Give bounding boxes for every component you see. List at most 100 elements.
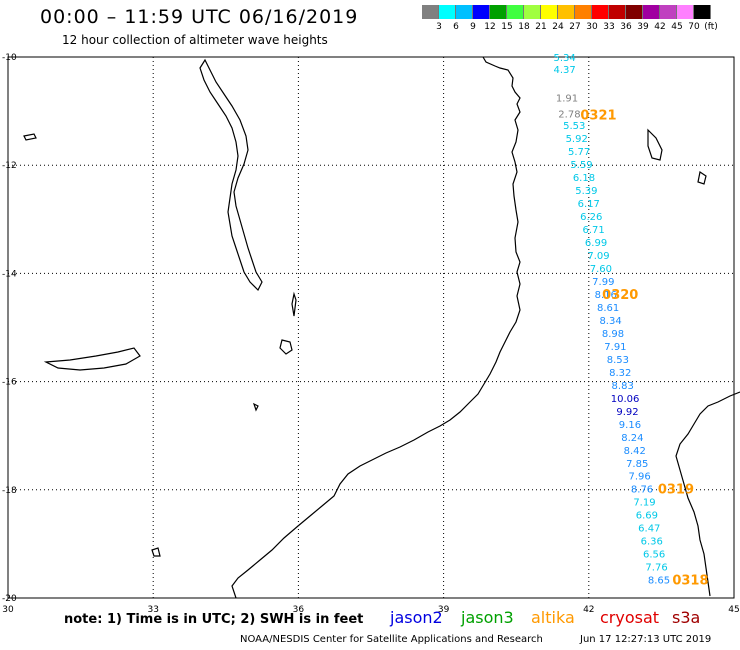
swh-value-label: 4.37: [553, 65, 575, 76]
swh-value-label: 8.16: [595, 290, 617, 301]
swh-value-label: 8.32: [609, 368, 631, 379]
swh-value-label: 7.96: [628, 472, 650, 483]
swh-value-label: 7.99: [592, 277, 614, 288]
pass-id-label: 0320: [602, 288, 638, 303]
swh-value-label: 6.71: [583, 225, 605, 236]
color-swatch: [473, 5, 490, 19]
lake-cahora-bassa: [43, 347, 141, 371]
color-scale-label: 30: [586, 22, 598, 32]
color-scale-bar: [422, 5, 711, 19]
lat-tick-label: -20: [2, 594, 17, 604]
lon-tick-label: 36: [293, 605, 305, 615]
swh-value-label: 7.19: [633, 498, 655, 509]
swh-value-label: 8.65: [648, 576, 670, 587]
swh-value-label: 7.09: [587, 251, 609, 262]
lon-tick-label: 39: [438, 605, 450, 615]
swh-value-label: 6.36: [641, 537, 663, 548]
swh-value-label: 8.42: [624, 446, 646, 457]
color-scale-label: 18: [518, 22, 530, 32]
color-swatch: [660, 5, 677, 19]
color-scale-label: 12: [484, 22, 496, 32]
swh-value-label: 7.76: [645, 563, 667, 574]
swh-value-label: 9.92: [616, 407, 638, 418]
swh-value-label: 5.39: [575, 186, 597, 197]
lat-lon-grid: [7, 56, 735, 599]
pass-id-labels: 0321 0320 0319 0318: [580, 108, 708, 588]
small-island-d: [291, 291, 297, 317]
swh-value-label: 8.34: [599, 316, 621, 327]
color-scale-label: 24: [552, 22, 564, 32]
swh-value-label: 6.17: [578, 199, 600, 210]
comoros-island: [647, 128, 663, 161]
color-swatch: [575, 5, 592, 19]
small-island-b: [151, 547, 161, 557]
swh-point-labels: 5.344.37 1.91 2.785.53 5.92 5.77 5.59 6.18 5.39…: [553, 53, 670, 587]
color-swatch: [677, 5, 694, 19]
color-scale-label: 27: [569, 22, 581, 32]
color-swatch: [507, 5, 524, 19]
map-frame: [7, 56, 735, 599]
swh-value-label: 8.53: [607, 355, 629, 366]
color-scale-label: 45: [671, 22, 683, 32]
swh-value-label: 6.69: [636, 511, 658, 522]
credit-org: NOAA/NESDIS Center for Satellite Applica…: [240, 634, 543, 645]
swh-value-label: 8.61: [597, 303, 619, 314]
color-swatch: [439, 5, 456, 19]
swh-value-label: 8.98: [602, 329, 624, 340]
color-swatch: [456, 5, 473, 19]
page-title: 00:00 – 11:59 UTC 06/16/2019: [40, 6, 359, 28]
swh-value-label: 8.83: [612, 381, 634, 392]
pass-id-label: 0319: [658, 483, 694, 498]
color-scale-label: 36: [620, 22, 632, 32]
color-swatch: [541, 5, 558, 19]
legend-cryosat: cryosat: [600, 608, 660, 627]
small-island-c: [252, 402, 259, 412]
color-scale-label: 9: [470, 22, 476, 32]
swh-value-label: 9.16: [619, 420, 641, 431]
color-scale-label: (ft): [704, 22, 718, 32]
swh-value-label: 1.91: [556, 94, 578, 105]
lake-malawi-outline: [199, 58, 263, 292]
color-scale-label: 3: [436, 22, 442, 32]
swh-value-label: 7.60: [590, 264, 612, 275]
color-scale-label: 42: [654, 22, 666, 32]
color-scale-label: 39: [637, 22, 649, 32]
swh-value-label: 7.91: [604, 342, 626, 353]
swh-value-label: 7.85: [626, 459, 648, 470]
coastline: [23, 56, 740, 599]
legend-altika: altika: [531, 608, 575, 627]
madagascar-coastline: [675, 391, 740, 597]
swh-value-label: 5.92: [566, 134, 588, 145]
east-africa-coastline: [231, 56, 521, 599]
swh-value-label: 5.59: [570, 160, 592, 171]
lake-chilwa: [279, 339, 293, 355]
color-scale-label: 15: [501, 22, 513, 32]
lon-tick-label: 45: [728, 605, 739, 615]
color-scale-label: 6: [453, 22, 459, 32]
color-swatch: [694, 5, 711, 19]
swh-value-label: 2.78: [558, 109, 580, 120]
lon-tick-label: 42: [583, 605, 594, 615]
swh-value-label: 8.24: [621, 433, 643, 444]
color-scale-label: 21: [535, 22, 547, 32]
color-swatch: [422, 5, 439, 19]
lat-tick-label: -10: [2, 53, 17, 63]
swh-value-label: 5.53: [563, 121, 585, 132]
legend-s3a: s3a: [672, 608, 701, 627]
color-swatch: [626, 5, 643, 19]
swh-value-label: 6.47: [638, 524, 660, 535]
footer-note: note: 1) Time is in UTC; 2) SWH is in fe…: [64, 612, 364, 627]
color-swatch: [490, 5, 507, 19]
color-swatch: [558, 5, 575, 19]
pass-id-label: 0321: [580, 108, 616, 123]
pass-id-label: 0318: [672, 574, 708, 589]
legend-jason2: jason2: [390, 608, 443, 627]
color-scale-label: 33: [603, 22, 615, 32]
lat-tick-label: -12: [2, 161, 17, 171]
swh-value-label: 6.56: [643, 550, 665, 561]
small-island-a: [23, 133, 37, 141]
lon-tick-label: 33: [147, 605, 158, 615]
swh-value-label: 6.99: [585, 238, 607, 249]
swh-value-label: 10.06: [611, 394, 640, 405]
